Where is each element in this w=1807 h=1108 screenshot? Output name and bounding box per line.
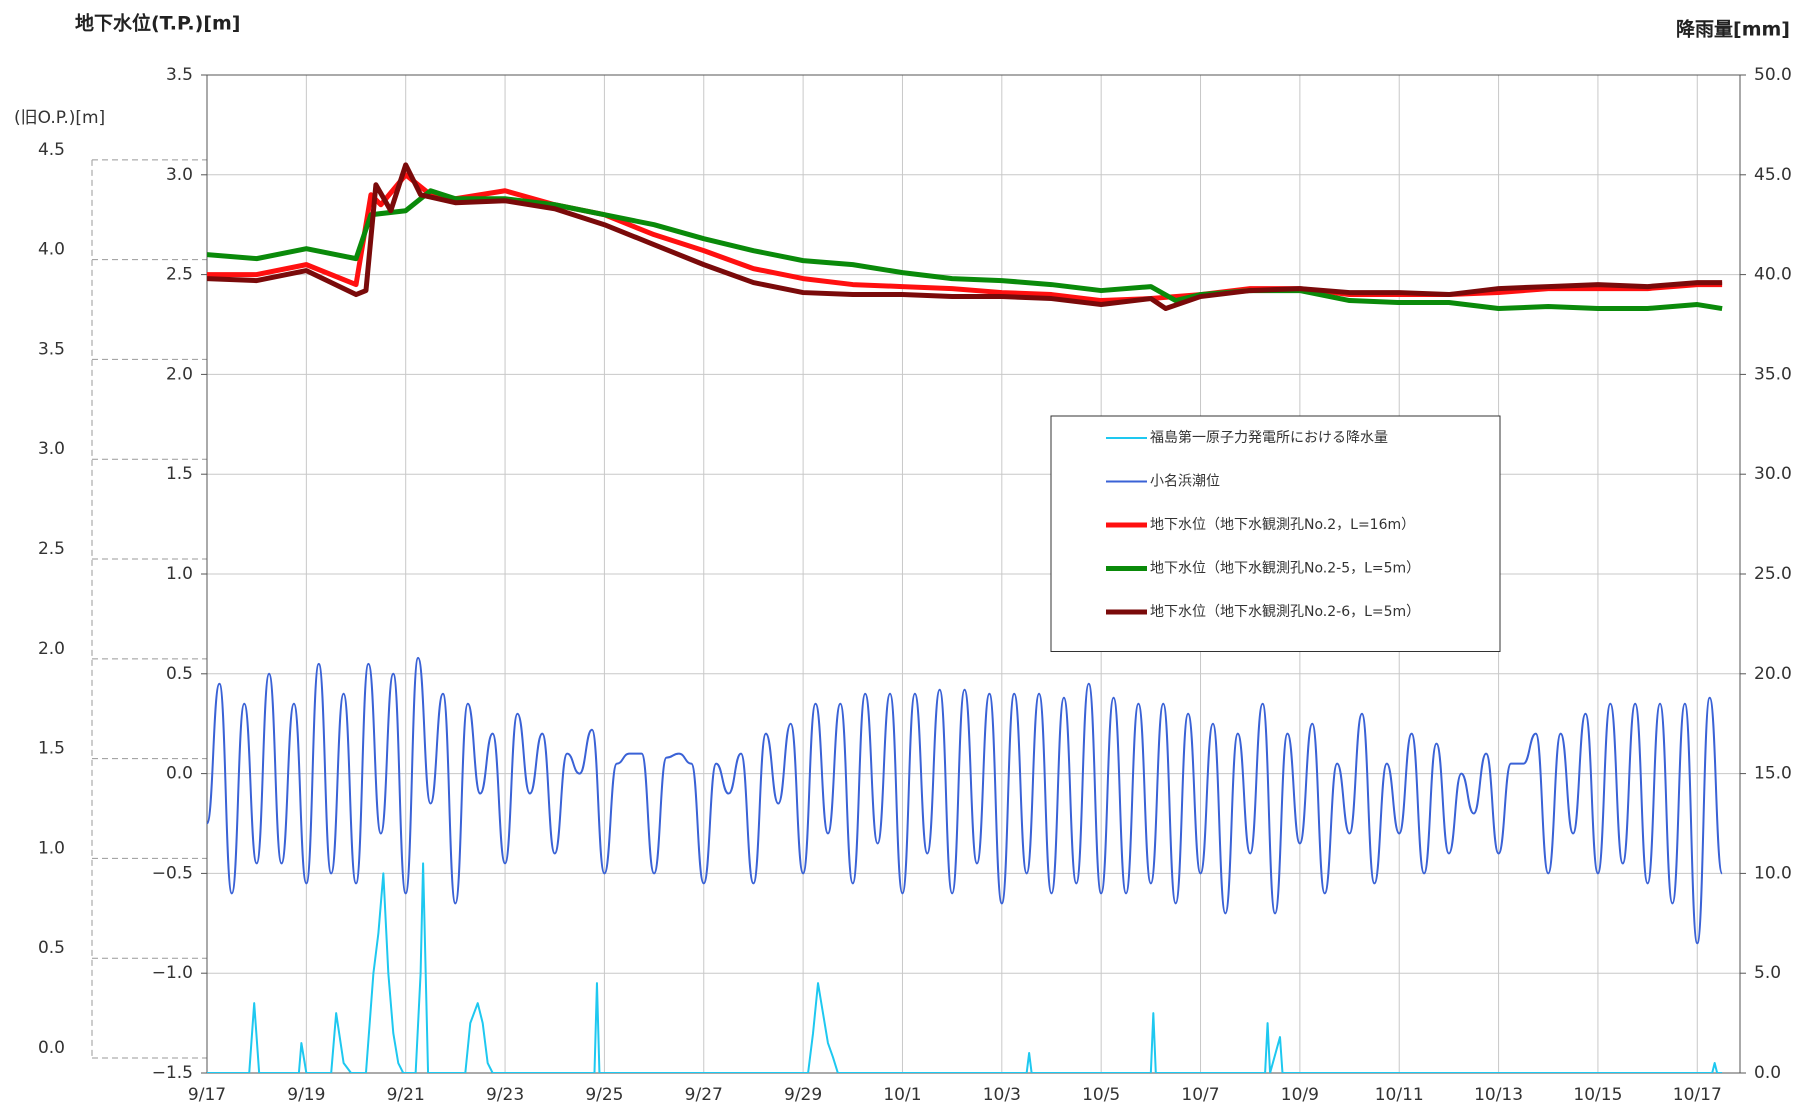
x-tick-label: 10/1 (883, 1085, 921, 1105)
y3-tick-label: 4.5 (38, 140, 65, 160)
y-tick-label: −1.5 (152, 1063, 193, 1083)
y2-tick-label: 20.0 (1754, 664, 1792, 684)
y2-tick-label: 0.0 (1754, 1063, 1781, 1083)
y2-tick-label: 30.0 (1754, 464, 1792, 484)
y-tick-label: 2.5 (166, 265, 193, 285)
x-tick-label: 10/15 (1573, 1085, 1622, 1105)
y3-tick-label: 3.0 (38, 439, 65, 459)
series-line (207, 162, 1723, 312)
series-line (207, 862, 1723, 1073)
y3-tick-label: 0.5 (38, 938, 65, 958)
y3-tick-label: 0.0 (38, 1038, 65, 1058)
y2-tick-label: 45.0 (1754, 165, 1792, 185)
y2-tick-label: 35.0 (1754, 364, 1792, 384)
y-tick-label: −0.5 (152, 863, 193, 883)
legend-label: 地下水位（地下水観測孔No.2，L=16m） (1150, 516, 1415, 533)
y2-tick-label: 5.0 (1754, 963, 1781, 983)
y-tick-label: 2.0 (166, 364, 193, 384)
y2-tick-label: 10.0 (1754, 863, 1792, 883)
x-tick-label: 10/5 (1082, 1085, 1120, 1105)
x-tick-label: 9/23 (486, 1085, 524, 1105)
y3-axis-title: (旧O.P.)[m] (14, 108, 105, 128)
y2-tick-label: 15.0 (1754, 764, 1792, 784)
y-tick-label: 0.5 (166, 664, 193, 684)
x-tick-label: 10/3 (983, 1085, 1021, 1105)
y3-tick-label: 3.5 (38, 339, 65, 359)
x-tick-label: 10/11 (1375, 1085, 1424, 1105)
legend-label: 地下水位（地下水観測孔No.2-6，L=5m） (1150, 603, 1420, 620)
y-tick-label: 3.0 (166, 165, 193, 185)
x-tick-label: 9/25 (585, 1085, 623, 1105)
y-tick-label: −1.0 (152, 963, 193, 983)
y3-tick-label: 4.0 (38, 240, 65, 260)
x-tick-label: 9/17 (188, 1085, 226, 1105)
y3-tick-label: 1.0 (38, 838, 65, 858)
y3-tick-label: 2.5 (38, 539, 65, 559)
legend-label: 福島第一原子力発電所における降水量 (1150, 429, 1388, 446)
y-axis-title: 地下水位(T.P.)[m] (75, 12, 240, 35)
y-tick-label: 0.0 (166, 764, 193, 784)
series-line (207, 656, 1724, 945)
y-tick-label: 1.0 (166, 564, 193, 584)
x-tick-label: 9/19 (287, 1085, 325, 1105)
y3-tick-label: 1.5 (38, 739, 65, 759)
x-tick-label: 10/9 (1281, 1085, 1319, 1105)
y-tick-label: 1.5 (166, 464, 193, 484)
y2-tick-label: 25.0 (1754, 564, 1792, 584)
x-tick-label: 10/13 (1474, 1085, 1523, 1105)
y3-tick-label: 2.0 (38, 639, 65, 659)
y2-tick-label: 50.0 (1754, 65, 1792, 85)
legend-label: 小名浜潮位 (1150, 474, 1220, 490)
x-tick-label: 10/17 (1673, 1085, 1722, 1105)
y2-tick-label: 40.0 (1754, 265, 1792, 285)
x-tick-label: 9/29 (784, 1085, 822, 1105)
y2-axis-title: 降雨量[mm] (1676, 18, 1790, 41)
x-tick-label: 9/21 (387, 1085, 425, 1105)
legend-label: 地下水位（地下水観測孔No.2-5，L=5m） (1150, 560, 1420, 577)
y-tick-label: 3.5 (166, 65, 193, 85)
x-tick-label: 9/27 (685, 1085, 723, 1105)
x-tick-label: 10/7 (1181, 1085, 1219, 1105)
